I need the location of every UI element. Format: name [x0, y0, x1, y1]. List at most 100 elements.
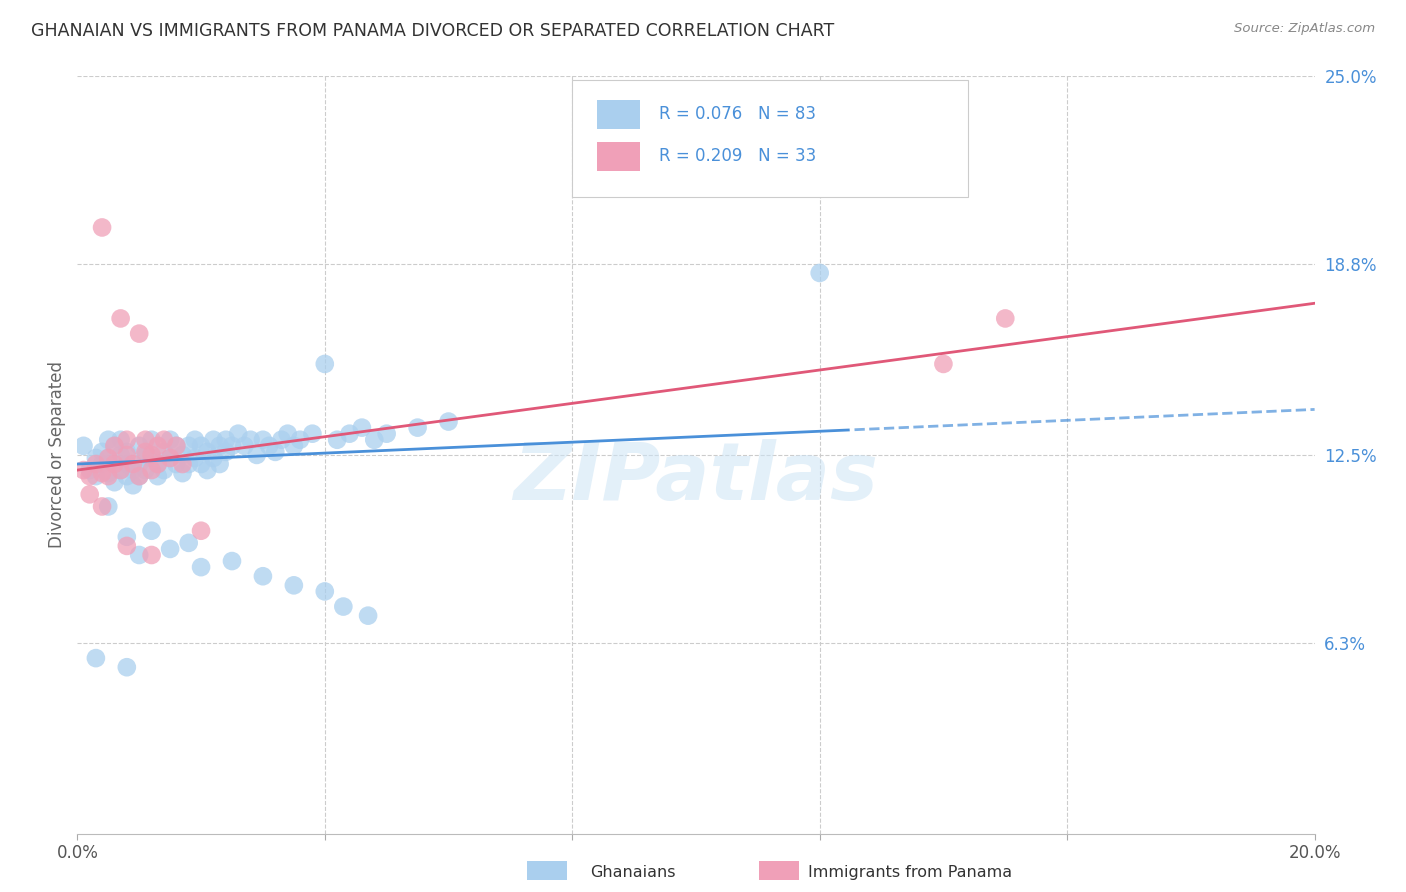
- Y-axis label: Divorced or Separated: Divorced or Separated: [48, 361, 66, 549]
- Point: [172, 448, 194, 462]
- Point: [146, 457, 169, 471]
- Point: [128, 469, 150, 483]
- Point: [195, 463, 218, 477]
- Point: [128, 457, 150, 471]
- Point: [110, 448, 132, 462]
- Point: [177, 536, 200, 550]
- Point: [215, 433, 238, 447]
- Point: [226, 426, 249, 441]
- Point: [239, 433, 262, 447]
- Point: [177, 457, 200, 471]
- Point: [159, 450, 181, 465]
- Point: [314, 357, 336, 371]
- Point: [91, 466, 114, 480]
- Point: [79, 469, 101, 483]
- Point: [350, 420, 373, 434]
- Point: [165, 439, 187, 453]
- Point: [128, 548, 150, 562]
- Point: [146, 439, 169, 453]
- Point: [159, 433, 181, 447]
- Point: [84, 469, 107, 483]
- Point: [437, 415, 460, 429]
- Point: [128, 326, 150, 341]
- Point: [84, 651, 107, 665]
- Point: [84, 457, 107, 471]
- Text: ZIPatlas: ZIPatlas: [513, 439, 879, 516]
- Point: [84, 450, 107, 465]
- Point: [288, 433, 311, 447]
- Point: [177, 439, 200, 453]
- Point: [190, 560, 212, 574]
- Point: [141, 433, 163, 447]
- Text: R = 0.076   N = 83: R = 0.076 N = 83: [659, 105, 815, 123]
- Point: [153, 445, 176, 459]
- Point: [110, 433, 132, 447]
- Text: R = 0.209   N = 33: R = 0.209 N = 33: [659, 147, 815, 165]
- Point: [190, 524, 212, 538]
- Point: [184, 450, 207, 465]
- Point: [270, 433, 292, 447]
- Point: [115, 445, 138, 459]
- Point: [257, 439, 280, 453]
- Point: [252, 433, 274, 447]
- Point: [115, 530, 138, 544]
- Point: [103, 457, 125, 471]
- Point: [97, 450, 120, 465]
- Point: [339, 426, 361, 441]
- Point: [202, 450, 225, 465]
- Point: [159, 450, 181, 465]
- Point: [246, 448, 269, 462]
- Point: [97, 433, 120, 447]
- Point: [165, 457, 187, 471]
- Point: [146, 457, 169, 471]
- Point: [122, 463, 145, 477]
- Point: [277, 426, 299, 441]
- Point: [252, 569, 274, 583]
- Point: [91, 220, 114, 235]
- Point: [91, 500, 114, 514]
- Point: [128, 469, 150, 483]
- Text: Immigrants from Panama: Immigrants from Panama: [808, 865, 1012, 880]
- Point: [221, 439, 243, 453]
- Point: [115, 539, 138, 553]
- Point: [79, 463, 101, 477]
- Point: [172, 457, 194, 471]
- Point: [134, 463, 156, 477]
- Point: [195, 445, 218, 459]
- FancyBboxPatch shape: [598, 100, 640, 129]
- Point: [165, 439, 187, 453]
- Point: [141, 548, 163, 562]
- Point: [190, 457, 212, 471]
- Point: [97, 469, 120, 483]
- Point: [72, 439, 94, 453]
- Point: [202, 433, 225, 447]
- Point: [141, 463, 163, 477]
- Point: [115, 433, 138, 447]
- Point: [932, 357, 955, 371]
- Point: [808, 266, 831, 280]
- Point: [141, 524, 163, 538]
- Point: [122, 478, 145, 492]
- Point: [146, 469, 169, 483]
- Point: [406, 420, 429, 434]
- Point: [314, 584, 336, 599]
- Point: [91, 457, 114, 471]
- Text: Ghanaians: Ghanaians: [591, 865, 676, 880]
- Point: [110, 311, 132, 326]
- Text: Source: ZipAtlas.com: Source: ZipAtlas.com: [1234, 22, 1375, 36]
- Point: [301, 426, 323, 441]
- Point: [115, 457, 138, 471]
- Point: [190, 439, 212, 453]
- Point: [208, 457, 231, 471]
- Point: [233, 439, 256, 453]
- Point: [115, 448, 138, 462]
- FancyBboxPatch shape: [572, 79, 969, 197]
- Point: [115, 660, 138, 674]
- Point: [215, 445, 238, 459]
- Point: [97, 500, 120, 514]
- Point: [221, 554, 243, 568]
- Text: GHANAIAN VS IMMIGRANTS FROM PANAMA DIVORCED OR SEPARATED CORRELATION CHART: GHANAIAN VS IMMIGRANTS FROM PANAMA DIVOR…: [31, 22, 834, 40]
- Point: [141, 450, 163, 465]
- Point: [103, 475, 125, 490]
- Point: [110, 463, 132, 477]
